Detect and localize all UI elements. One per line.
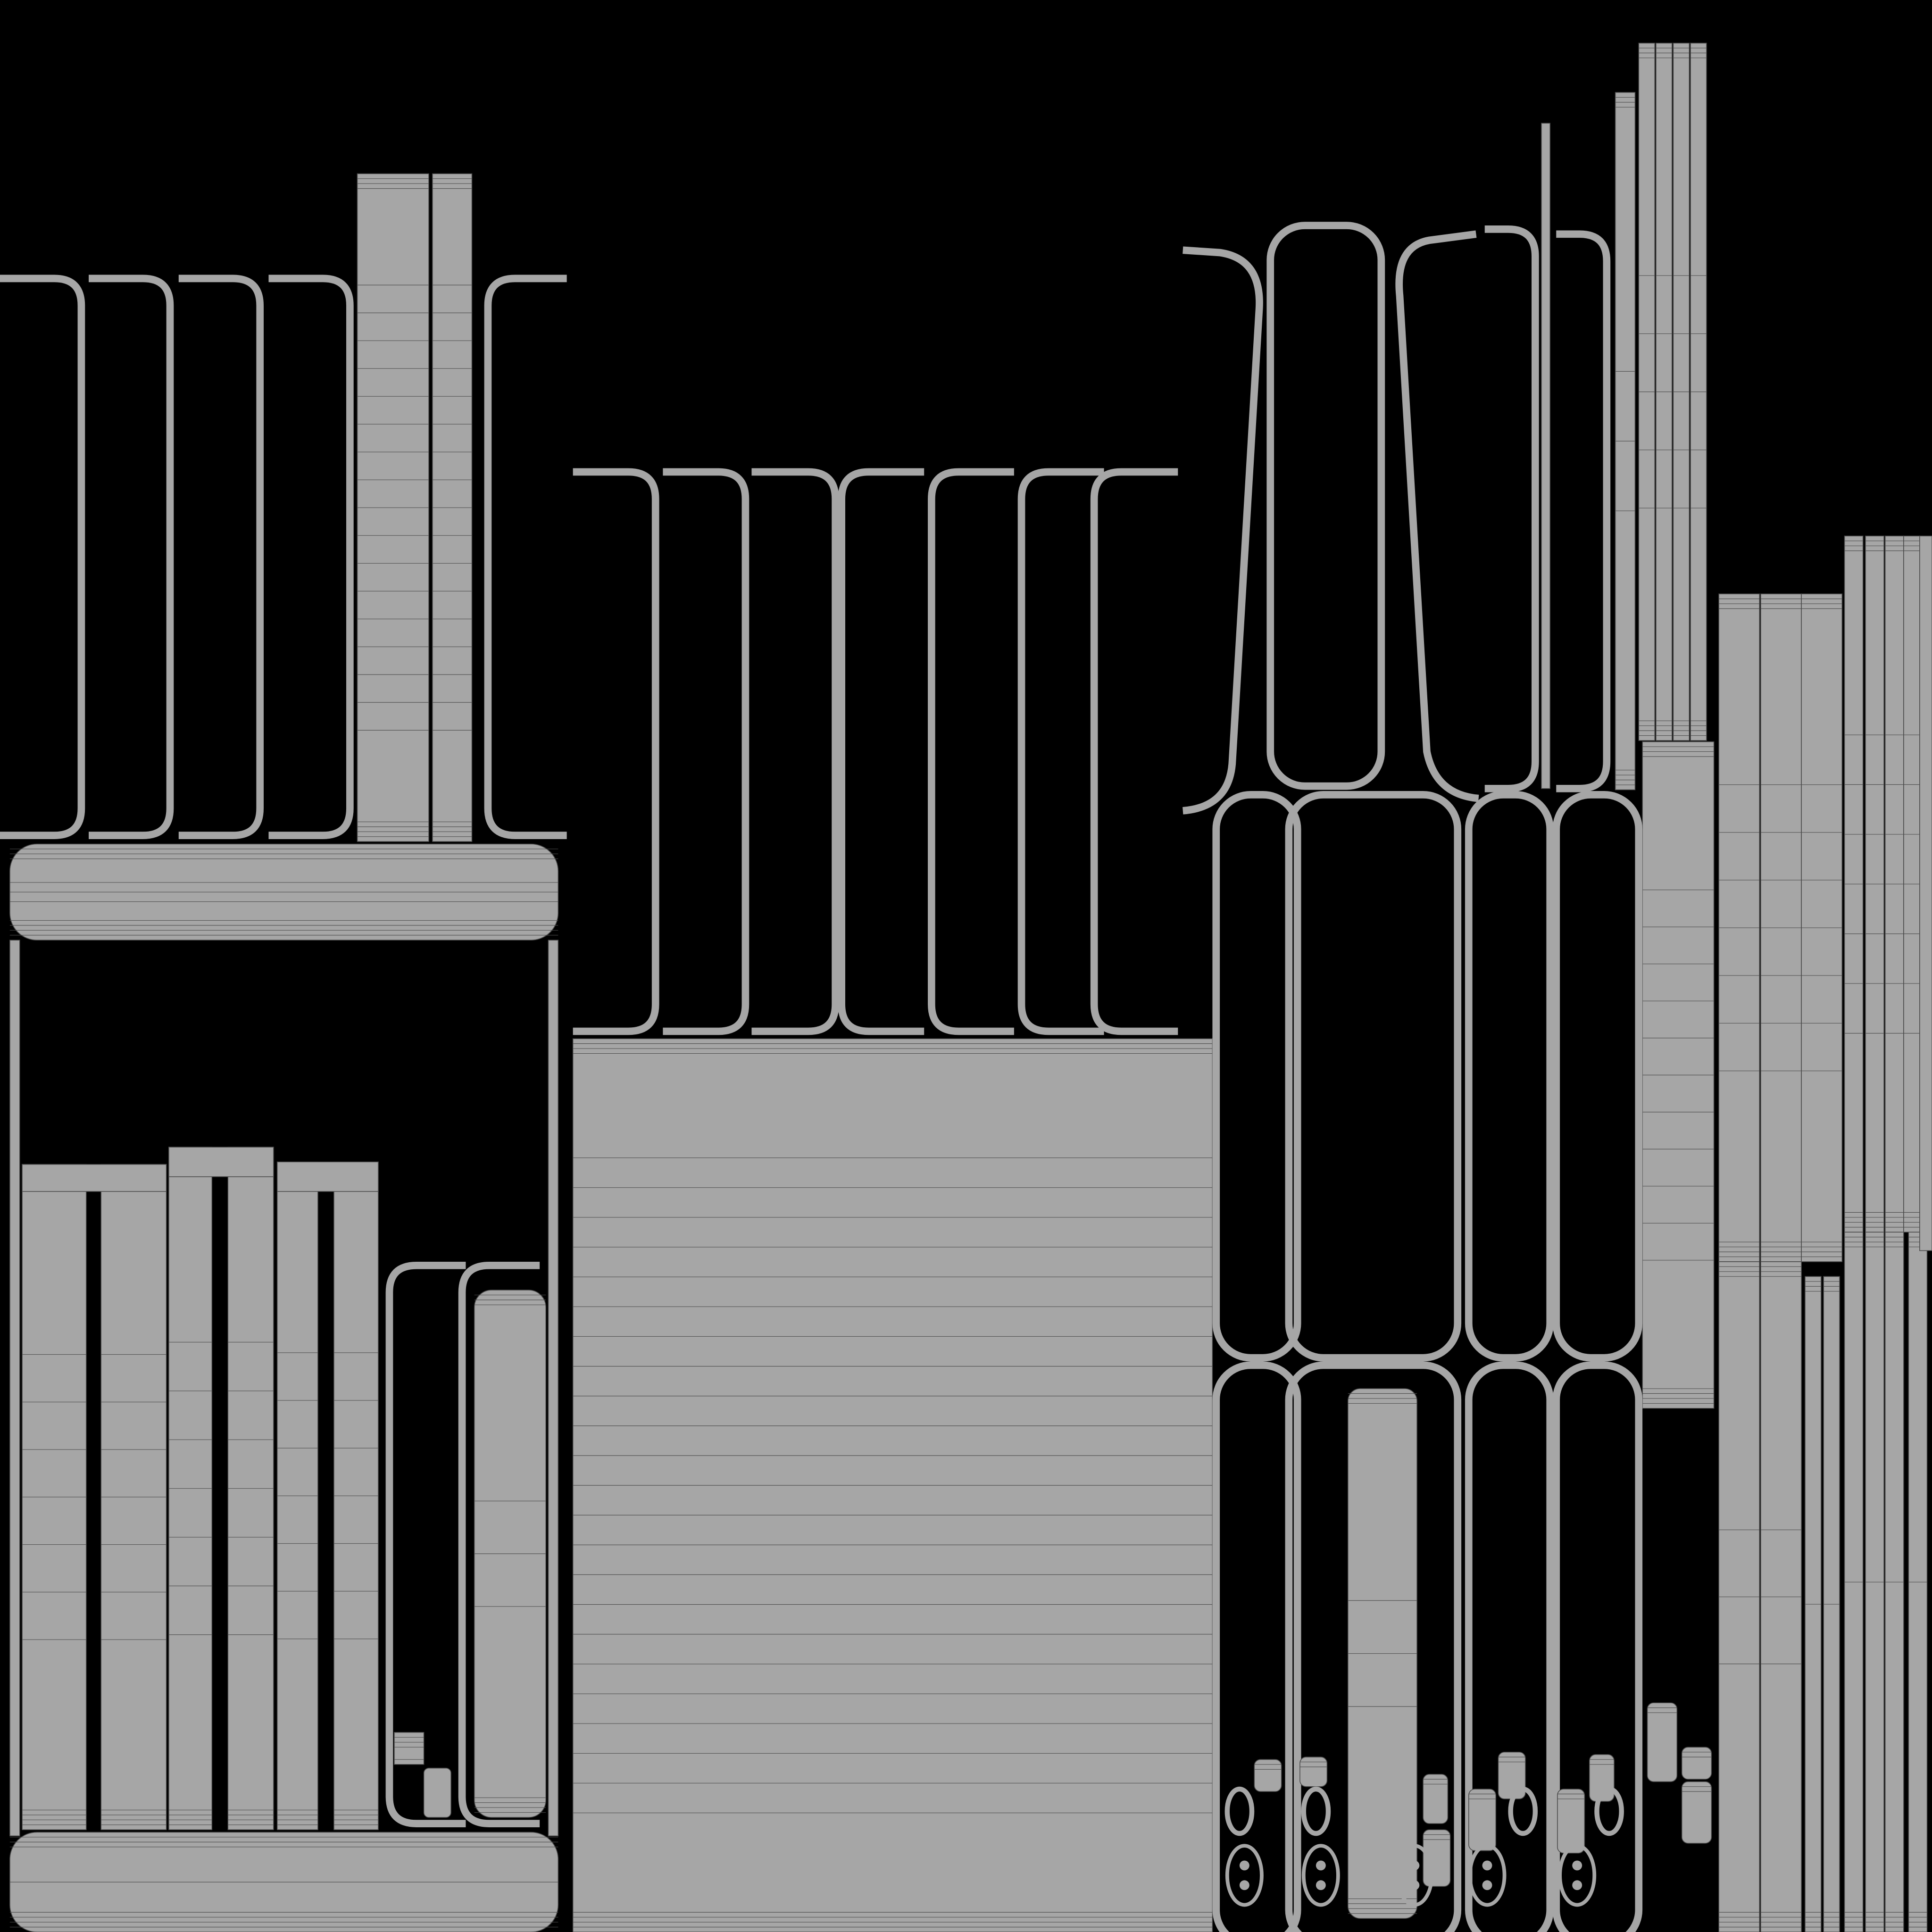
uv-detail-ring-3 [1468, 1844, 1507, 1907]
uv-bracket-top-left-3 [268, 275, 354, 839]
uv-detail-piece-8 [1647, 1702, 1678, 1782]
uv-stadium-row1-1 [1285, 791, 1462, 1362]
uv-detail-piece-0 [1254, 1759, 1282, 1792]
uv-chip-1 [423, 1767, 451, 1818]
uv-strip-thin-0 [1541, 123, 1550, 789]
uv-detail-dot-2b [1409, 1880, 1420, 1890]
uv-detail-dot-3b [1482, 1880, 1492, 1890]
uv-bracket-top-left-4 [484, 275, 567, 839]
uv-detail-ring-0 [1225, 1844, 1264, 1907]
uv-detail-dot-3 [1482, 1860, 1492, 1871]
uv-column-edge [1919, 535, 1932, 1251]
uv-bracket-top-left-0 [0, 275, 85, 839]
uv-bracket-mid-1 [663, 468, 749, 1035]
uv-detail-piece-2 [1423, 1774, 1449, 1824]
uv-detail-dot-4b [1572, 1880, 1582, 1890]
uv-stadium-row2-0 [1212, 1361, 1301, 1932]
uv-bracket-mid-2 [751, 468, 839, 1035]
uv-bracket-small-1 [458, 1261, 540, 1827]
uv-bracket-mid-3 [838, 468, 924, 1035]
uv-stadium-row2-2 [1465, 1361, 1554, 1932]
uv-bracket-mid-0 [573, 468, 659, 1035]
uv-bracket-mid-4 [928, 468, 1014, 1035]
uv-islands [0, 42, 1932, 1932]
uv-detail-ring-2 [1395, 1844, 1434, 1907]
uv-bracket-right-0 [1484, 225, 1539, 792]
uv-bracket-top-left-1 [89, 275, 174, 839]
uv-detail-dot-1b [1316, 1880, 1326, 1890]
uv-detail-dot-1 [1316, 1860, 1326, 1871]
uv-detail-piece-10 [1681, 1781, 1712, 1844]
uv-bracket-mid-5 [1017, 468, 1104, 1035]
uv-detail-ring-4 [1558, 1844, 1597, 1907]
uv-bar-bridge-2 [276, 1161, 379, 1192]
uv-detail-piece-9 [1681, 1747, 1712, 1780]
uv-stadium-row1-3 [1552, 791, 1643, 1362]
uv-detail-piece-4 [1468, 1789, 1497, 1851]
uv-bar-bridge-1 [168, 1147, 274, 1177]
uv-detail-dot-2 [1409, 1860, 1420, 1871]
uv-detail-loop-2 [1508, 1786, 1538, 1836]
uv-frame-right [548, 940, 559, 1837]
uv-stadium-tapered-1 [1266, 222, 1385, 790]
uv-tapered-bracket-2 [1395, 230, 1479, 802]
uv-detail-ring-1 [1301, 1844, 1340, 1907]
uv-detail-loop-1 [1301, 1786, 1331, 1836]
uv-detail-piece-5 [1498, 1751, 1526, 1799]
uv-frame-left [9, 940, 20, 1837]
uv-detail-dot-0b [1239, 1880, 1249, 1890]
uv-chip-0 [394, 1732, 425, 1765]
uv-detail-piece-1 [1299, 1757, 1328, 1787]
uv-stadium-row1-2 [1465, 791, 1554, 1362]
uv-tapered-bracket-0 [1183, 246, 1263, 815]
uv-detail-loop-3 [1594, 1786, 1624, 1836]
uv-stadium-row2-1 [1285, 1361, 1462, 1932]
uv-bracket-right-1 [1556, 230, 1611, 792]
uv-bracket-top-left-2 [178, 275, 264, 839]
uv-detail-loop-0 [1224, 1786, 1255, 1836]
uv-stadium-row1-0 [1212, 791, 1301, 1362]
uv-stadium-row2-3 [1552, 1361, 1643, 1932]
uv-detail-piece-6 [1557, 1789, 1585, 1854]
uv-bracket-small-0 [385, 1261, 466, 1827]
uv-detail-dot-0 [1239, 1860, 1249, 1871]
uv-detail-dot-4 [1572, 1860, 1582, 1871]
uv-bar-bridge-0 [22, 1164, 167, 1192]
uv-bracket-mid-6 [1090, 468, 1178, 1035]
